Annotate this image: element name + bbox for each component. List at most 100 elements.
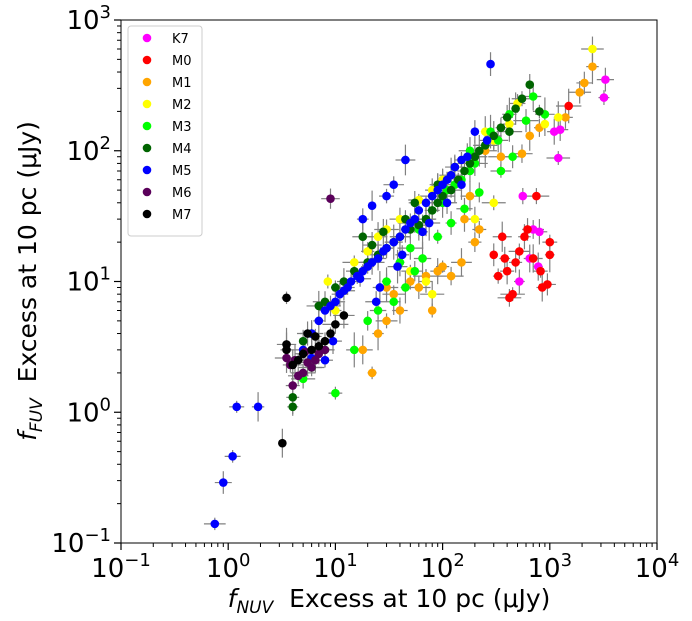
data-point-m1: [475, 225, 484, 234]
data-point-m1: [427, 306, 437, 315]
data-point-m0: [523, 225, 532, 234]
data-point-m0: [564, 101, 573, 111]
x-axis-ticks: 10−1 100 101 102 103 104: [91, 543, 679, 584]
x-tick-label: 100: [206, 550, 251, 584]
data-point-m5: [358, 266, 368, 276]
legend-label: M2: [172, 98, 192, 113]
data-point-m3: [446, 218, 456, 228]
data-point-m1: [580, 78, 589, 88]
data-point-m1: [517, 149, 527, 158]
data-point-m7: [320, 336, 330, 346]
y-tick-label: 100: [66, 394, 111, 428]
data-point-m5: [433, 185, 442, 195]
data-point-m5: [482, 136, 492, 145]
data-point-m6: [320, 345, 330, 355]
data-point-m5: [358, 214, 368, 224]
data-point-m3: [496, 166, 506, 176]
data-point-m3: [406, 243, 415, 253]
data-point-m5: [418, 227, 427, 237]
legend-label: M0: [172, 54, 192, 69]
legend-label: M7: [172, 208, 192, 223]
data-point-m6: [311, 355, 320, 365]
data-point-m2: [323, 277, 333, 286]
data-point-m3: [401, 283, 410, 292]
data-point-m6: [303, 358, 312, 367]
legend-marker: [142, 143, 152, 153]
data-point-m7: [311, 332, 320, 341]
legend-label: M6: [172, 186, 192, 201]
data-point-m2: [427, 289, 437, 299]
x-tick-label: 102: [420, 550, 465, 584]
data-point-m4: [427, 206, 437, 215]
data-point-m7: [278, 438, 287, 448]
data-point-m5: [470, 127, 480, 136]
data-point-m1: [358, 345, 368, 355]
data-point-m3: [331, 388, 340, 398]
data-point-m3: [389, 297, 399, 307]
data-point-m7: [307, 345, 316, 355]
data-point-m4: [288, 402, 298, 412]
data-point-m0: [489, 250, 499, 260]
data-point-m4: [517, 94, 527, 104]
y-axis-ticks: 10−1 100 101 102 103: [51, 2, 121, 559]
data-point-m0: [537, 283, 547, 292]
data-point-m5: [328, 336, 338, 346]
data-point-m4: [331, 283, 340, 292]
x-tick-label: 103: [528, 550, 573, 584]
data-point-m4: [496, 123, 506, 133]
data-point-m4: [511, 104, 520, 113]
data-point-m5: [210, 519, 220, 529]
data-point-m5: [401, 155, 410, 165]
data-point-m5: [389, 237, 399, 247]
data-point-m4: [535, 107, 544, 116]
data-point-m1: [588, 62, 597, 71]
y-tick-label: 102: [66, 133, 111, 167]
data-point-m3: [363, 316, 372, 326]
data-point-k7: [518, 191, 528, 201]
data-point-m0: [505, 293, 514, 303]
data-point-m6: [293, 371, 303, 381]
data-point-m5: [232, 402, 241, 412]
data-point-m7: [303, 329, 312, 338]
data-point-k7: [549, 127, 559, 136]
data-point-m1: [373, 329, 383, 338]
data-point-m5: [335, 289, 345, 299]
data-point-m1: [382, 283, 391, 292]
data-point-m1: [457, 258, 466, 267]
data-point-m3: [349, 345, 359, 355]
data-point-m4: [470, 152, 480, 162]
data-point-m7: [282, 340, 291, 349]
data-point-m7: [282, 293, 291, 303]
data-point-m1: [496, 152, 506, 162]
data-point-m4: [433, 198, 442, 208]
data-point-k7: [553, 153, 563, 163]
data-point-m2: [489, 198, 499, 208]
data-point-m2: [363, 247, 372, 256]
data-point-m4: [367, 240, 377, 250]
data-point-m2: [470, 214, 480, 224]
data-point-m2: [349, 258, 359, 267]
data-point-m1: [465, 191, 475, 201]
legend-marker: [142, 187, 152, 197]
data-point-m3: [460, 204, 469, 214]
data-point-m4: [288, 393, 298, 402]
x-axis-label: fNUV Excess at 10 pc (μJy): [228, 584, 551, 618]
legend: K7 M0 M1 M2 M3 M4 M5 M6 M7: [127, 25, 203, 237]
x-tick-label: 104: [635, 550, 680, 584]
data-point-m1: [470, 237, 480, 247]
legend-label: M3: [172, 120, 192, 135]
data-point-k7: [601, 75, 610, 84]
data-point-m4: [465, 159, 475, 168]
data-point-m0: [545, 237, 555, 247]
data-point-m5: [486, 59, 495, 69]
data-point-m5: [442, 198, 452, 208]
data-point-m1: [460, 214, 469, 224]
data-point-m3: [528, 92, 538, 101]
data-point-m3: [508, 152, 517, 162]
data-point-m0: [497, 232, 507, 242]
data-point-m5: [379, 247, 388, 256]
legend-label: M5: [172, 164, 192, 179]
data-point-m2: [540, 119, 550, 129]
y-tick-label: 10−1: [51, 525, 111, 559]
